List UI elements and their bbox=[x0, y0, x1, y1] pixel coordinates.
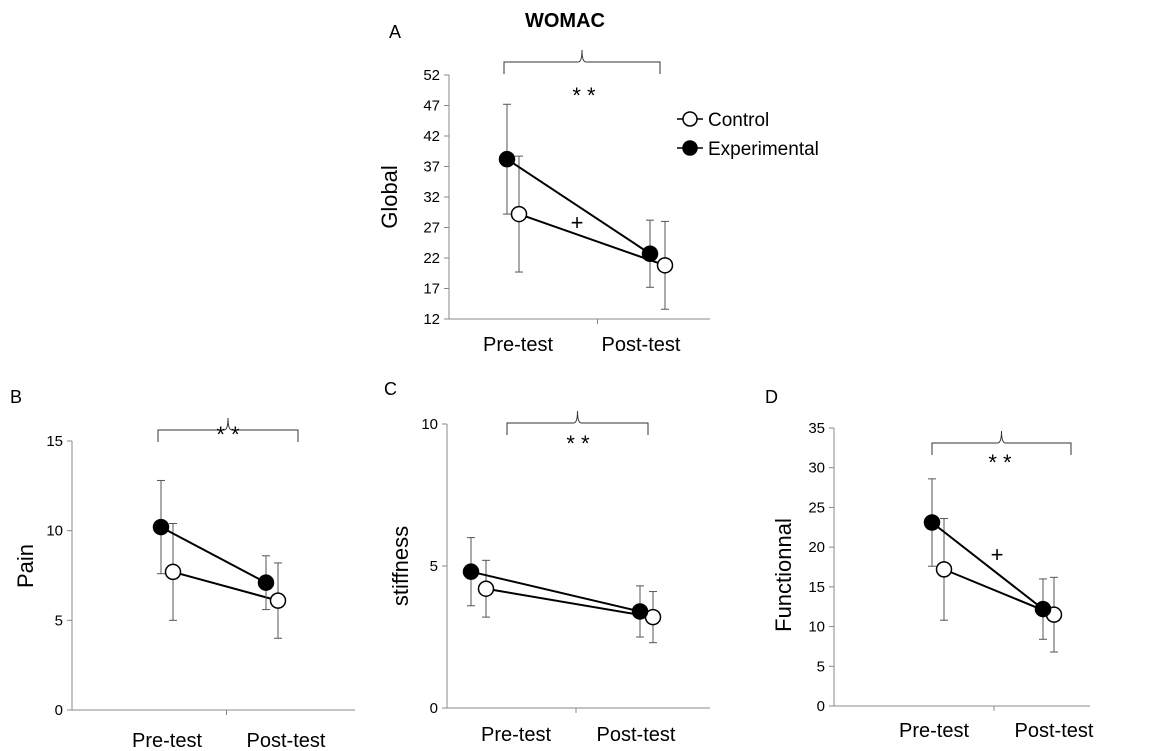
panel-d-x-tick-label: Post-test bbox=[1015, 720, 1094, 742]
panel-b-y-tick-label: 10 bbox=[46, 523, 63, 540]
panel-a-control-point bbox=[510, 205, 528, 223]
panel-d-y-tick-label: 20 bbox=[808, 539, 825, 556]
panel-c-control-point bbox=[477, 580, 495, 597]
panel-c-experimental-series-line bbox=[470, 570, 641, 613]
panel-d-y-tick-label: 0 bbox=[817, 698, 825, 715]
panel-b-x-tick-label: Post-test bbox=[247, 730, 326, 751]
panel-a-control-series-line bbox=[518, 213, 666, 267]
legend: Control Experimental bbox=[677, 110, 819, 160]
panel-b-experimental-point bbox=[257, 574, 275, 591]
panel-a-experimental-point bbox=[641, 245, 659, 262]
panel-b-control-series-line bbox=[172, 570, 279, 602]
panel-d-interaction-label: + bbox=[991, 542, 1004, 567]
panel-b-experimental-series-line bbox=[160, 526, 267, 584]
panel-d-letter: D bbox=[765, 387, 778, 407]
panel-b-y-label: Pain bbox=[13, 544, 38, 588]
panel-c-letter: C bbox=[384, 379, 397, 399]
panel-a-x-tick-label: Pre-test bbox=[483, 334, 553, 356]
legend-experimental-marker bbox=[682, 140, 698, 156]
legend-control-label: Control bbox=[708, 110, 769, 131]
figure-title: WOMAC bbox=[525, 10, 605, 32]
panel-d-y-tick-label: 10 bbox=[808, 619, 825, 636]
panel-d-y-tick-label: 5 bbox=[817, 658, 825, 675]
panel-c-significance-brace bbox=[506, 410, 649, 435]
panel-d-experimental-series-line bbox=[931, 521, 1044, 610]
panel-d-y-tick-label: 15 bbox=[808, 579, 825, 596]
panel-b-experimental-point bbox=[152, 518, 170, 536]
panel-a-y-tick-label: 32 bbox=[423, 189, 440, 206]
panel-a-y-tick-label: 22 bbox=[423, 250, 440, 267]
panel-d-significance-label: * * bbox=[988, 450, 1012, 475]
panel-a-y-tick-label: 37 bbox=[423, 159, 440, 176]
panel-d-y-tick-label: 25 bbox=[808, 499, 825, 516]
legend-control-marker bbox=[682, 111, 698, 127]
panel-b-control-point bbox=[269, 592, 287, 609]
panel-c-y-label: stiffness bbox=[388, 526, 413, 606]
panel-c-experimental-point bbox=[462, 563, 480, 580]
panel-c-y-tick-label: 10 bbox=[421, 416, 438, 433]
panel-d-y-label: Functionnal bbox=[771, 518, 796, 632]
panel-a-y-tick-label: 47 bbox=[423, 98, 440, 115]
panel-d-significance-brace bbox=[931, 430, 1072, 455]
panel-c-x-tick-label: Post-test bbox=[597, 724, 676, 746]
panel-b-control-point bbox=[164, 563, 182, 581]
panel-d-y-tick-label: 35 bbox=[808, 420, 825, 437]
panel-c-y-tick-label: 5 bbox=[430, 558, 438, 575]
panel-a-interaction-label: + bbox=[571, 210, 584, 235]
panel-a-y-tick-label: 17 bbox=[423, 281, 440, 298]
panel-b-significance-label: * * bbox=[216, 422, 240, 447]
panel-d-y-tick-label: 30 bbox=[808, 460, 825, 477]
panel-b-y-tick-label: 15 bbox=[46, 433, 63, 450]
panel-b-significance-brace bbox=[157, 417, 299, 442]
panel-a-letter: A bbox=[389, 22, 401, 42]
panel-a-control-point bbox=[656, 257, 674, 274]
panel-c-y-tick-label: 0 bbox=[430, 700, 438, 717]
panel-b-y-tick-label: 0 bbox=[55, 702, 63, 719]
panel-a-significance-label: * * bbox=[572, 83, 596, 108]
panel-b-y-tick-label: 5 bbox=[55, 612, 63, 629]
panel-a-y-tick-label: 52 bbox=[423, 67, 440, 84]
panel-a-y-label: Global bbox=[377, 165, 402, 229]
panel-a-y-tick-label: 42 bbox=[423, 128, 440, 145]
panel-c-x-tick-label: Pre-test bbox=[481, 724, 551, 746]
panel-a-significance-brace bbox=[503, 49, 661, 74]
panel-a-y-tick-label: 12 bbox=[423, 311, 440, 328]
panel-a-y-tick-label: 27 bbox=[423, 220, 440, 237]
panel-d-experimental-point bbox=[923, 514, 941, 531]
panel-d-experimental-point bbox=[1034, 600, 1052, 618]
panel-c-experimental-point bbox=[631, 603, 649, 620]
panel-d-control-point bbox=[935, 561, 953, 578]
panel-a-x-tick-label: Post-test bbox=[602, 334, 681, 356]
panel-a-experimental-series-line bbox=[506, 158, 651, 255]
legend-experimental-label: Experimental bbox=[708, 139, 819, 160]
panel-c-significance-label: * * bbox=[566, 431, 590, 456]
panel-b-letter: B bbox=[10, 387, 22, 407]
panel-c-control-series-line bbox=[485, 587, 654, 619]
panel-a-experimental-point bbox=[498, 150, 516, 168]
panel-d-x-tick-label: Pre-test bbox=[899, 720, 969, 742]
panel-b-x-tick-label: Pre-test bbox=[132, 730, 202, 751]
